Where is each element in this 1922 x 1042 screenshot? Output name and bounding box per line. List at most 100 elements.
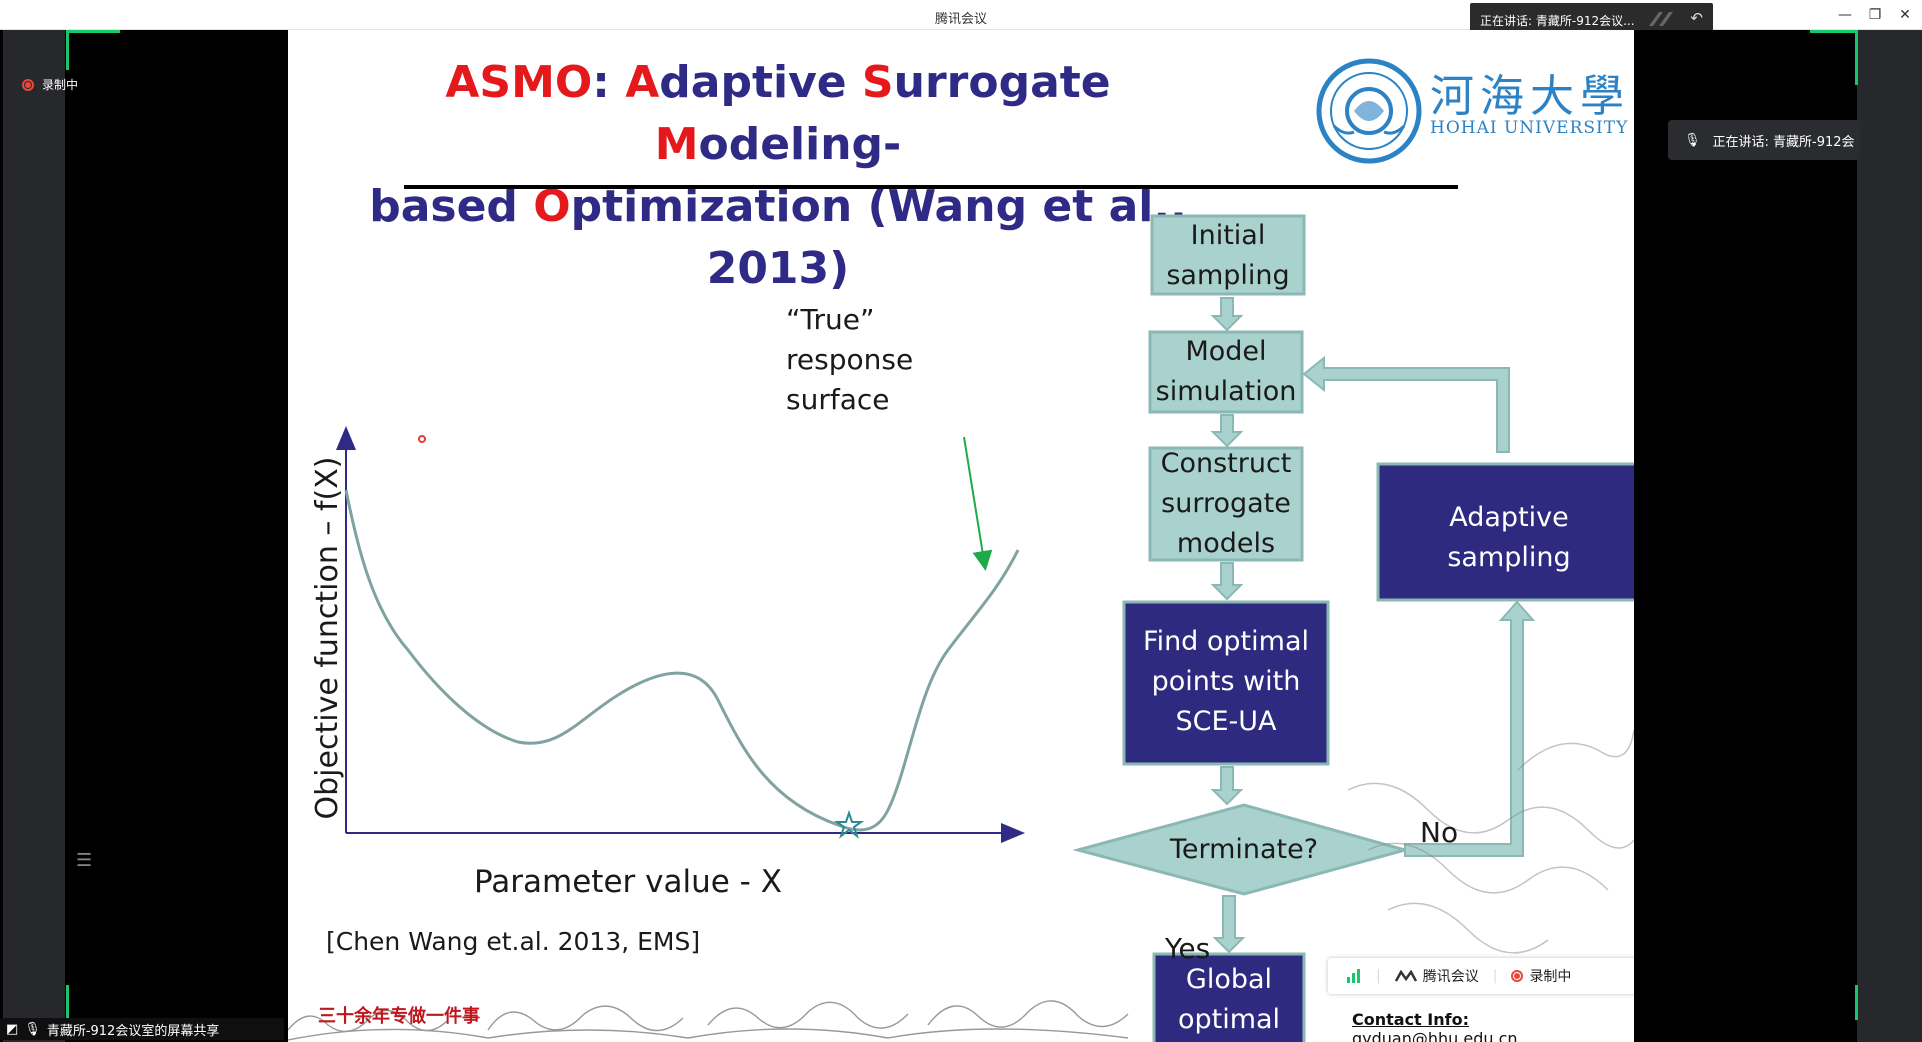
response-surface-curve: [344, 489, 1020, 832]
left-toolbar: [3, 30, 65, 1042]
y-axis-label: Objective function – f(X): [310, 456, 345, 820]
tencent-meeting-name: 腾讯会议: [1422, 969, 1479, 985]
slide-graphics: [288, 214, 1634, 1042]
list-icon[interactable]: ☰: [76, 850, 93, 871]
tencent-meeting-brand: 腾讯会议: [1394, 966, 1479, 986]
window-title: 腾讯会议: [934, 12, 987, 27]
speaking-banner-text: 正在讲话: 青藏所-912会议...: [1480, 14, 1635, 28]
shared-slide: ASMO: Adaptive Surrogate Modeling- based…: [288, 30, 1634, 1042]
watermark-recording-label: 录制中: [1529, 969, 1572, 985]
box-adaptive-sampling: [1376, 462, 1634, 602]
contact-label: Contact Info:: [1352, 1010, 1469, 1029]
pointer-dot: [418, 435, 426, 443]
divider: |: [1492, 968, 1498, 984]
slogan: 三十余年专做一件事: [318, 1006, 480, 1027]
watermark-recording: 录制中: [1511, 966, 1571, 986]
logo-english-name: HOHAI UNIVERSITY: [1430, 118, 1629, 138]
box-global-optimal-label: Global optimal: [1154, 960, 1304, 1040]
speaker-chip-text: 正在讲话: 青藏所-912会: [1712, 134, 1855, 150]
box-line: optimal: [1177, 1004, 1281, 1035]
citation: [Chen Wang et.al. 2013, EMS]: [326, 927, 701, 956]
mic-icon: 🎙: [24, 1021, 41, 1037]
annotation-line: “True”: [786, 303, 875, 336]
mic-icon: 🎙: [1684, 132, 1701, 148]
right-toolbar: [1857, 30, 1922, 1042]
title-letter: S: [861, 57, 894, 108]
box-line: points with: [1151, 666, 1301, 697]
box-line: sampling: [1447, 542, 1571, 573]
box-find-optimal-label: Find optimal points with SCE-UA: [1124, 622, 1328, 742]
divider: |: [1376, 968, 1381, 984]
box-find-optimal: [1122, 600, 1330, 766]
title-text: daptive: [659, 57, 862, 108]
title-letter: O: [533, 181, 571, 232]
box-initial-sampling: [1150, 214, 1306, 296]
title-text: based: [369, 181, 534, 232]
hohai-seal-logo: [1316, 58, 1422, 164]
box-line: models: [1176, 528, 1276, 559]
speaking-banner: 正在讲话: 青藏所-912会议... ↶: [1470, 3, 1713, 35]
box-adaptive-sampling-label: Adaptive sampling: [1378, 498, 1634, 578]
title-text: :: [592, 57, 626, 108]
slide-title: ASMO: Adaptive Surrogate Modeling- based…: [318, 52, 1238, 300]
annotation-line: response: [786, 343, 914, 376]
frame-corner: [1855, 985, 1858, 1020]
box-line: Global: [1185, 964, 1273, 995]
close-button[interactable]: ✕: [1899, 7, 1911, 23]
title-letter: A: [625, 57, 660, 108]
no-label: No: [1420, 816, 1459, 849]
tencent-meeting-icon: [1394, 970, 1417, 982]
frame-corner: [66, 30, 69, 70]
box-construct-surrogate-label: Construct surrogate models: [1150, 444, 1302, 564]
recording-icon: [1511, 970, 1524, 982]
window-titlebar: 腾讯会议 正在讲话: 青藏所-912会议... ↶ — ❐ ✕: [0, 0, 1922, 35]
title-text: odeling-: [698, 119, 902, 170]
frame-corner: [66, 985, 69, 1020]
contact-email: qyduan@hhu.edu.cn: [1352, 1029, 1518, 1042]
diamond-terminate-label: Terminate?: [1169, 834, 1319, 865]
true-surface-annotation: “True” response surface: [786, 300, 913, 420]
global-minimum-star: [833, 809, 865, 839]
x-axis-label: Parameter value - X: [474, 864, 782, 900]
box-model-simulation-label: Model simulation: [1150, 332, 1302, 412]
box-line: SCE-UA: [1175, 706, 1277, 737]
box-line: Construct: [1160, 448, 1292, 479]
minimize-button[interactable]: —: [1838, 7, 1852, 23]
recording-icon: [22, 78, 34, 91]
box-initial-sampling-label: Initial sampling: [1152, 216, 1304, 296]
recording-indicator[interactable]: 录制中: [22, 76, 78, 93]
box-line: Find optimal: [1143, 626, 1309, 657]
box-line: sampling: [1166, 260, 1290, 291]
title-text: urrogate: [893, 57, 1111, 108]
title-rule: [404, 185, 1458, 189]
wave-decoration: [288, 1000, 1129, 1041]
annotation-arrow: [963, 436, 993, 571]
yes-label: Yes: [1165, 932, 1211, 965]
frame-corner: [1855, 30, 1858, 85]
annotation-line: surface: [786, 383, 890, 416]
title-acronym: ASMO: [445, 57, 593, 108]
box-line: Initial: [1190, 220, 1266, 251]
share-label-text: 青藏所-912会议室的屏幕共享: [46, 1023, 220, 1039]
right-panel: [1634, 30, 1856, 1042]
screen-share-label: ◩ 🎙 青藏所-912会议室的屏幕共享: [0, 1018, 284, 1040]
restore-button[interactable]: ❐: [1868, 7, 1882, 23]
signal-bars-icon: [1347, 969, 1360, 983]
meeting-status-bar[interactable]: | 腾讯会议 | 录制中: [1328, 958, 1634, 994]
flow-arrows: [1210, 297, 1536, 954]
undo-icon[interactable]: ↶: [1690, 9, 1703, 27]
share-icon: ◩: [6, 1021, 19, 1037]
speaker-chip[interactable]: 🎙 正在讲话: 青藏所-912会: [1668, 120, 1860, 160]
box-line: Model: [1185, 336, 1267, 367]
title-text: ptimization (Wang et al., 2013): [570, 181, 1187, 294]
contact-info: Contact Info: qyduan@hhu.edu.cn: [1352, 1010, 1634, 1042]
title-letter: M: [654, 119, 699, 170]
dragon-decoration: [1347, 729, 1634, 954]
recording-label: 录制中: [42, 78, 79, 92]
frame-corner: [66, 30, 120, 33]
box-global-optimal: [1152, 952, 1306, 1042]
box-construct-surrogate: [1148, 446, 1304, 562]
frame-corner: [1810, 30, 1858, 33]
box-line: simulation: [1155, 376, 1297, 407]
box-line: surrogate: [1161, 488, 1291, 519]
